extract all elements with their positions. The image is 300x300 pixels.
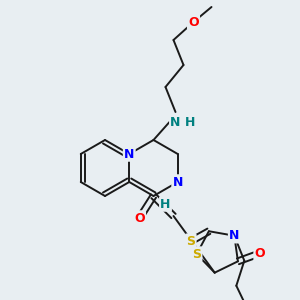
Text: N: N [170,116,181,128]
Text: S: S [186,235,195,248]
Text: O: O [134,212,145,224]
Text: O: O [188,16,199,28]
Text: S: S [192,248,201,261]
Text: N: N [229,229,239,242]
Text: H: H [185,116,196,128]
Text: O: O [255,247,265,260]
Text: N: N [172,176,183,188]
Text: H: H [160,197,171,211]
Text: N: N [124,148,134,160]
